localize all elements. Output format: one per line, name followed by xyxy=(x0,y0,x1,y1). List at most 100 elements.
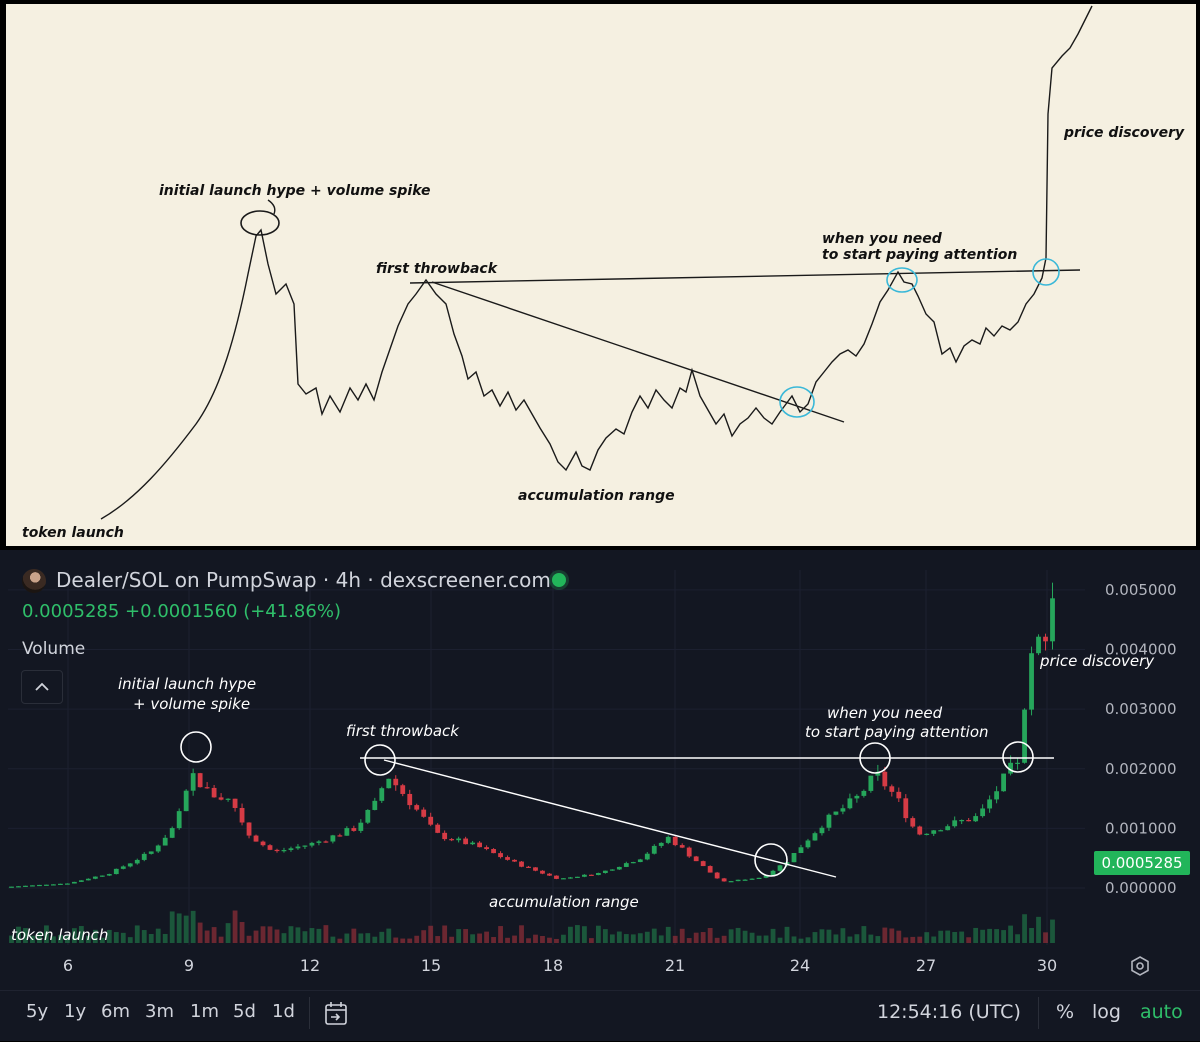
auto-scale-toggle[interactable]: auto xyxy=(1140,1001,1183,1023)
timeframe-1y[interactable]: 1y xyxy=(64,1001,87,1022)
candle-body xyxy=(484,847,489,850)
volume-bar xyxy=(190,910,196,943)
candle-body xyxy=(23,885,28,887)
chevron-up-icon xyxy=(35,682,49,691)
candle-body xyxy=(959,820,965,822)
candle-body xyxy=(910,818,916,827)
volume-bar xyxy=(323,925,329,943)
chart-canvas[interactable]: initial launch hype + volume spike first… xyxy=(0,550,1200,990)
volume-bar xyxy=(637,933,643,943)
volume-bar xyxy=(239,922,245,943)
candle-body xyxy=(176,811,182,829)
time-axis[interactable]: 6 9 12 15 18 21 24 27 30 xyxy=(63,956,1057,975)
volume-bar xyxy=(51,936,56,943)
candle-body xyxy=(190,773,196,791)
label-price-discovery: price discovery xyxy=(1039,652,1155,670)
volume-bar xyxy=(1050,919,1055,943)
candle-body xyxy=(896,791,902,799)
volume-bar xyxy=(85,935,91,943)
candle-body xyxy=(651,845,657,854)
volume-bar xyxy=(309,928,315,943)
volume-bar xyxy=(679,928,685,943)
timeframe-1d[interactable]: 1d xyxy=(272,1001,295,1022)
candle-body xyxy=(889,786,895,792)
x-tick-label: 27 xyxy=(916,956,936,975)
volume-bar xyxy=(414,935,420,943)
candle-body xyxy=(78,880,84,882)
candle-body xyxy=(260,841,266,846)
volume-bar xyxy=(44,925,49,943)
volume-bar xyxy=(686,938,692,943)
volume-bar xyxy=(749,932,755,943)
label-token-launch: token launch xyxy=(11,926,108,944)
collapse-legend-button[interactable] xyxy=(21,670,63,704)
candle-body xyxy=(533,867,538,871)
candle-body xyxy=(428,816,434,825)
axis-settings-button[interactable] xyxy=(1126,952,1154,980)
y-tick-label: 0.004000 xyxy=(1105,641,1177,659)
candle-body xyxy=(798,847,804,854)
timeframe-3m[interactable]: 3m xyxy=(145,1001,174,1022)
candle-body xyxy=(1043,636,1048,642)
sketch-circle-launch-peak xyxy=(240,210,280,236)
utc-clock[interactable]: 12:54:16 (UTC) xyxy=(877,1001,1021,1023)
volume-bar xyxy=(400,938,406,943)
candle-body xyxy=(470,842,476,845)
candle-body xyxy=(85,878,91,881)
timeframe-6m[interactable]: 6m xyxy=(101,1001,130,1022)
candle-body xyxy=(400,785,406,794)
volume-bar xyxy=(281,933,287,943)
volume-bar xyxy=(519,925,524,943)
candle-body xyxy=(540,870,545,874)
volume-bar xyxy=(58,935,63,943)
x-tick-label: 30 xyxy=(1037,956,1057,975)
volume-bar xyxy=(393,937,399,943)
log-scale-toggle[interactable]: log xyxy=(1092,1001,1121,1023)
candle-body xyxy=(840,808,846,812)
candle-body xyxy=(1001,773,1006,792)
candle-body xyxy=(9,886,14,888)
candle-body xyxy=(365,809,371,823)
toolbar-divider xyxy=(309,997,310,1029)
volume-bar xyxy=(316,928,322,943)
candle-body xyxy=(218,797,224,800)
price-axis[interactable]: 0.005000 0.004000 0.003000 0.002000 0.001000… xyxy=(1105,581,1177,897)
candle-body xyxy=(547,873,552,876)
volume-bar xyxy=(582,926,587,943)
sketch-label-price-discovery: price discovery xyxy=(1063,125,1185,141)
timeframe-5d[interactable]: 5d xyxy=(233,1001,256,1022)
candle-body xyxy=(456,838,462,841)
candle-body xyxy=(861,790,867,796)
volume-bar xyxy=(847,936,853,943)
volume-bar xyxy=(302,931,308,943)
candle-body xyxy=(812,833,818,841)
candle-body xyxy=(358,822,364,831)
y-tick-label: 0.005000 xyxy=(1105,581,1177,599)
timeframe-5y[interactable]: 5y xyxy=(26,1001,49,1022)
candle-body xyxy=(582,874,587,877)
candle-body xyxy=(92,876,98,879)
candle-body xyxy=(148,851,154,854)
volume-bar xyxy=(630,934,636,943)
volume-bar xyxy=(665,926,671,943)
volume-bar xyxy=(533,934,538,943)
volume-bar xyxy=(407,938,413,943)
candle-body xyxy=(756,877,762,880)
volume-bar xyxy=(512,935,517,943)
candle-body xyxy=(477,842,482,848)
volume-bar xyxy=(421,930,427,943)
percent-scale-toggle[interactable]: % xyxy=(1056,1001,1075,1023)
volume-bar xyxy=(854,934,860,943)
volume-bar xyxy=(721,935,727,943)
timeframe-1m[interactable]: 1m xyxy=(190,1001,219,1022)
trendline xyxy=(383,759,837,878)
volume-bar xyxy=(295,927,301,943)
x-tick-label: 21 xyxy=(665,956,685,975)
volume-bar xyxy=(735,927,741,943)
candle-body xyxy=(505,857,510,860)
volume-bar xyxy=(875,936,881,943)
date-range-button[interactable] xyxy=(322,999,352,1029)
volume-bar xyxy=(428,925,434,943)
sketch-circle-breakout-2 xyxy=(1032,258,1060,286)
volume-bar xyxy=(623,934,629,943)
